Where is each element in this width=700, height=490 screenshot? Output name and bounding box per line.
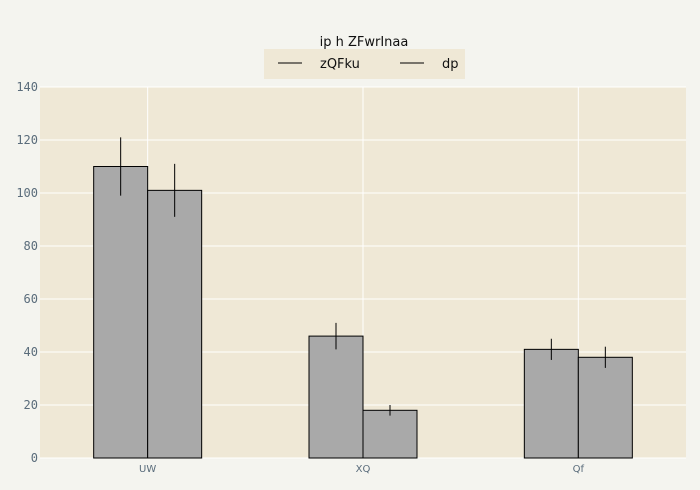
legend-label-series-2: dp — [442, 57, 459, 72]
chart-title: ip h ZFwrInaa — [320, 35, 409, 50]
error-bars — [120, 137, 606, 416]
x-tick-label: Qf — [573, 464, 585, 475]
y-tick-label: 140 — [16, 80, 38, 94]
y-tick-label: 80 — [24, 239, 38, 253]
bar-zQFku-Qf — [523, 348, 579, 459]
bar-dp-XQ — [362, 409, 418, 459]
legend: zQFku dp — [264, 49, 465, 79]
y-tick-label: 0 — [31, 451, 38, 465]
y-axis-ticks: 0 20 40 60 80 100 120 140 — [16, 80, 38, 465]
legend-box — [264, 49, 465, 79]
x-tick-label: XQ — [356, 464, 371, 475]
bar-zQFku-XQ — [308, 335, 364, 459]
legend-label-series-1: zQFku — [320, 57, 360, 72]
y-tick-label: 40 — [24, 345, 38, 359]
x-tick-label: UW — [139, 464, 156, 475]
bar-zQFku-UW — [93, 166, 149, 459]
y-tick-label: 20 — [24, 398, 38, 412]
bar-dp-UW — [147, 189, 203, 459]
x-axis-ticks: UW XQ Qf — [139, 464, 584, 475]
bar-dp-Qf — [577, 356, 633, 459]
y-tick-label: 100 — [16, 186, 38, 200]
y-tick-label: 60 — [24, 292, 38, 306]
bars — [93, 166, 633, 459]
y-tick-label: 120 — [16, 133, 38, 147]
